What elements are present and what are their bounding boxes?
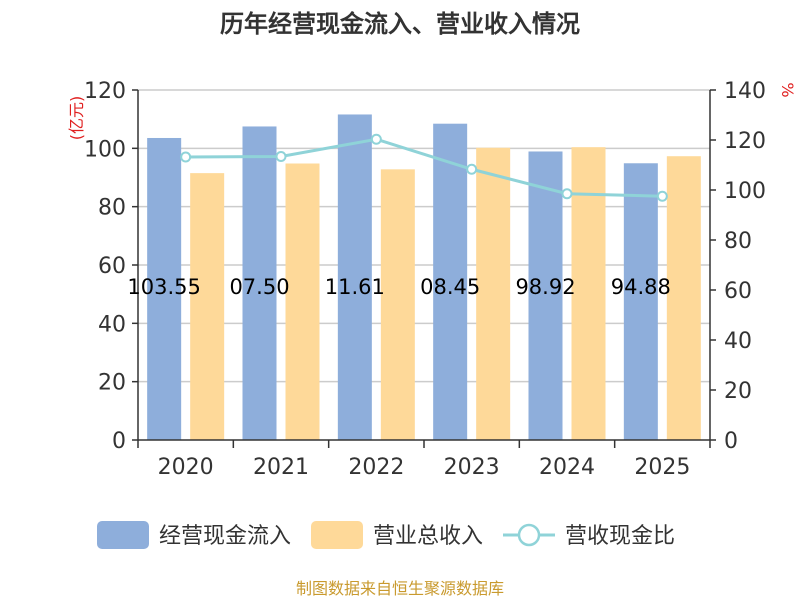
left-tick-label: 0 [112,429,126,454]
right-tick-label: 60 [724,279,752,304]
right-tick-label: 20 [724,379,752,404]
line-point [561,188,573,200]
left-tick-label: 80 [98,196,126,221]
x-tick-label: 2024 [539,455,595,480]
legend-label: 营业总收入 [373,524,483,549]
bar-cash-inflow [528,151,563,440]
right-tick-label: 120 [724,129,766,154]
right-tick-label: 0 [724,429,738,454]
bar-data-label: 94.88 [611,275,671,299]
line-series [180,133,668,202]
bar-revenue [285,163,320,440]
bar-revenue [571,147,606,440]
left-tick-label: 100 [84,137,126,162]
axes: 0 20 40 60 80 100 120 0 20 40 60 80 100 120 140 2020 202… [84,79,766,480]
bar-revenue [476,147,511,440]
legend: 经营现金流入 营业总收入 营收现金比 [97,521,675,549]
bar-revenue [190,173,225,440]
bar-data-label: 11.61 [325,275,385,299]
bar-revenue [666,156,701,441]
bars [147,114,701,441]
chart-title: 历年经营现金流入、营业收入情况 [220,10,580,38]
right-tick-label: 40 [724,329,752,354]
bar-cash-inflow [433,123,468,440]
x-tick-label: 2021 [253,455,309,480]
bar-cash-inflow [337,114,372,441]
bar-data-label: 07.50 [229,275,289,299]
right-tick-label: 140 [724,79,766,104]
legend-line-marker [517,523,541,547]
line-point [180,151,192,163]
line-point [466,163,478,175]
x-tick-label: 2025 [634,455,690,480]
legend-label: 经营现金流入 [159,524,291,549]
data-labels: 103.55 07.50 11.61 08.45 98.92 94.88 [127,275,670,299]
line-cash-ratio [185,137,663,198]
legend-swatch [311,521,363,549]
bar-data-label: 08.45 [420,275,480,299]
left-tick-label: 40 [98,312,126,337]
bar-cash-inflow [147,137,182,440]
bar-cash-inflow [623,163,658,440]
line-point [275,151,287,162]
left-tick-label: 120 [84,79,126,104]
source-note: 制图数据来自恒生聚源数据库 [296,579,504,598]
bar-data-label: 98.92 [515,275,575,299]
right-tick-label: 100 [724,179,766,204]
right-axis-unit: % [778,82,797,97]
legend-label: 营收现金比 [565,524,675,549]
x-tick-label: 2022 [348,455,404,480]
left-tick-label: 60 [98,254,126,279]
legend-swatch [97,521,149,549]
bar-cash-inflow [242,126,277,440]
bar-data-label: 103.55 [127,275,200,299]
bar-revenue [380,169,415,441]
line-point [370,133,382,145]
left-tick-label: 20 [98,371,126,396]
x-tick-label: 2023 [444,455,500,480]
left-axis-unit: (亿元) [67,96,86,141]
grid [138,89,710,383]
line-point [656,190,668,202]
right-tick-label: 80 [724,229,752,254]
x-tick-label: 2020 [158,455,214,480]
